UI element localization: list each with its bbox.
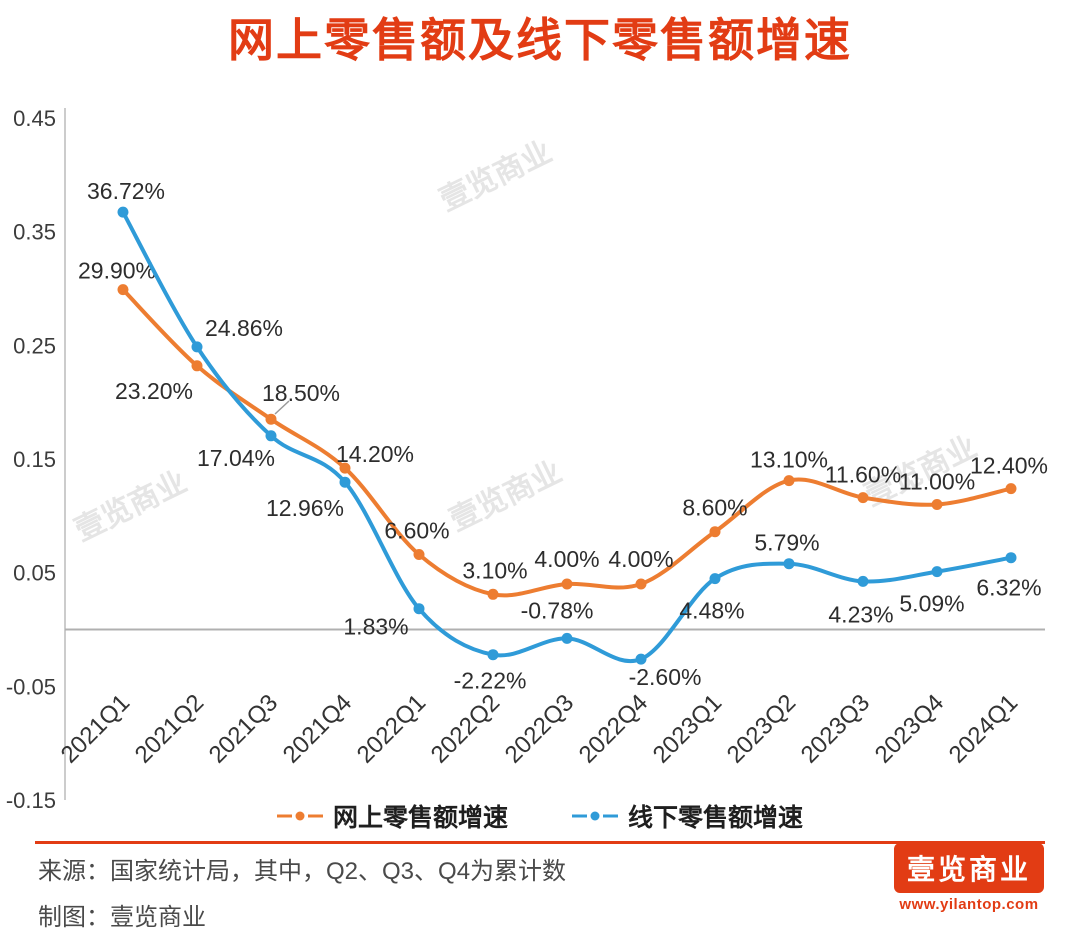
data-label: 4.00%: [608, 546, 673, 572]
data-label: 12.40%: [970, 453, 1048, 479]
data-label: 4.48%: [679, 598, 744, 624]
data-label: -0.78%: [521, 597, 594, 623]
data-point: [783, 558, 795, 570]
legend-label-offline: 线下零售额增速: [628, 804, 804, 832]
data-label: 29.90%: [78, 258, 156, 284]
footer-divider: [35, 841, 1045, 844]
chart-title: 网上零售额及线下零售额增速: [228, 14, 852, 66]
x-tick-label: 2021Q4: [278, 689, 357, 768]
footer: 来源：国家统计局，其中，Q2、Q3、Q4为累计数 制图：壹览商业: [38, 851, 566, 931]
y-tick-label: -0.15: [6, 788, 56, 813]
legend-marker-online-icon: [276, 811, 323, 821]
y-tick-label: 0.45: [13, 106, 56, 131]
x-tick-label: 2023Q2: [722, 689, 801, 768]
data-point: [117, 206, 129, 218]
legend-item-offline: 线下零售额增速: [572, 798, 803, 834]
data-label: 14.20%: [336, 441, 414, 467]
watermark: 壹览商业: [435, 135, 557, 217]
data-point: [487, 649, 499, 661]
data-point: [931, 499, 943, 510]
data-point: [339, 462, 351, 474]
data-label: 23.20%: [115, 378, 193, 404]
watermark: 壹览商业: [70, 465, 192, 547]
branding: 壹览商业 www.yilantop.com: [893, 843, 1044, 913]
x-tick-label: 2023Q3: [796, 689, 875, 768]
data-point: [487, 588, 499, 600]
data-label: 5.79%: [754, 530, 819, 556]
x-tick-label: 2023Q4: [870, 689, 949, 768]
legend-item-online: 网上零售额增速: [276, 798, 508, 834]
data-point: [709, 573, 721, 585]
x-tick-label: 2021Q3: [204, 689, 283, 768]
data-label: 8.60%: [682, 495, 747, 521]
x-tick-label: 2022Q4: [574, 689, 653, 768]
data-label: 18.50%: [262, 380, 340, 406]
legend-marker-offline-icon: [572, 811, 618, 821]
data-label: 24.86%: [205, 315, 283, 341]
y-tick-label: 0.25: [13, 333, 56, 358]
x-tick-label: 2022Q2: [426, 689, 505, 768]
legend-dot: [590, 811, 600, 821]
data-point: [561, 578, 573, 590]
data-point: [413, 603, 425, 615]
legend-label-online: 网上零售额增速: [332, 804, 508, 832]
x-tick-label: 2022Q3: [500, 689, 579, 768]
data-point: [857, 492, 869, 504]
x-tick-label: 2022Q1: [352, 689, 431, 768]
y-tick-label: 0.15: [13, 447, 56, 472]
data-point: [265, 430, 277, 442]
y-tick-label: 0.35: [13, 220, 56, 245]
data-label: 11.00%: [899, 469, 975, 495]
legend-dot: [295, 811, 305, 821]
y-tick-label: -0.05: [6, 674, 56, 699]
brand-logo: 壹览商业: [893, 843, 1044, 893]
data-label: 36.72%: [87, 178, 165, 204]
data-label: 3.10%: [462, 557, 527, 583]
data-point: [191, 360, 203, 372]
data-point: [709, 526, 721, 538]
y-tick-label: 0.05: [13, 561, 56, 586]
credit-text: 制图：壹览商业: [38, 904, 206, 931]
series-line-1: [121, 210, 1013, 663]
data-point: [339, 476, 351, 488]
data-label: -2.22%: [454, 668, 527, 694]
data-label: 4.23%: [828, 601, 893, 627]
data-label: 4.00%: [534, 546, 599, 572]
label-leader-line: [274, 400, 290, 415]
data-point: [931, 566, 943, 578]
data-point: [857, 575, 869, 587]
data-label: 6.32%: [976, 575, 1041, 601]
data-label: 1.83%: [343, 614, 408, 640]
data-label: 6.60%: [384, 518, 449, 544]
data-label: 13.10%: [750, 447, 828, 473]
data-point: [265, 413, 277, 425]
data-label: -2.60%: [629, 664, 702, 690]
data-label: 11.60%: [825, 462, 901, 488]
x-tick-label: 2021Q1: [56, 689, 135, 768]
watermark: 壹览商业: [445, 455, 567, 537]
x-tick-label: 2023Q1: [648, 689, 727, 768]
x-tick-label: 2024Q1: [944, 689, 1023, 768]
data-label: 5.09%: [899, 591, 964, 617]
x-tick-label: 2021Q2: [130, 689, 209, 768]
brand-website: www.yilantop.com: [899, 896, 1039, 913]
data-point: [635, 653, 647, 665]
data-label: 12.96%: [266, 495, 344, 521]
data-point: [1005, 483, 1017, 495]
data-point: [783, 475, 795, 487]
data-point: [1005, 552, 1017, 564]
legend: 网上零售额增速 线下零售额增速: [0, 798, 1080, 834]
data-point: [191, 341, 203, 353]
data-point: [561, 632, 573, 644]
source-text: 来源：国家统计局，其中，Q2、Q3、Q4为累计数: [38, 858, 567, 885]
data-label: 17.04%: [197, 445, 275, 471]
data-point: [635, 578, 647, 590]
data-point: [117, 284, 129, 296]
data-point: [413, 549, 425, 560]
